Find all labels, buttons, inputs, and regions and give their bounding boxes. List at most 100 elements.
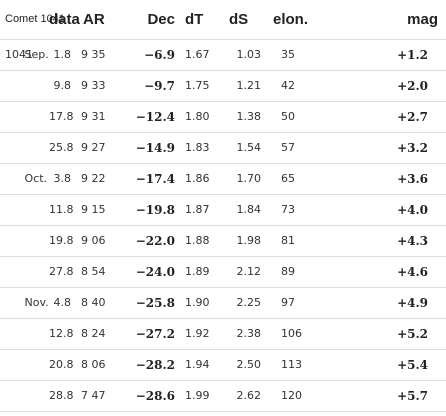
mag-cell: +1.2 — [397, 47, 428, 62]
day-cell: 9.8 — [53, 79, 72, 92]
dt-cell: 1.67 — [185, 48, 210, 61]
elon-cell: 113 — [281, 358, 302, 371]
dec-cell: −28.2 — [135, 357, 175, 372]
dec-cell: −24.0 — [135, 264, 175, 279]
elon-cell: 65 — [281, 172, 295, 185]
month-cell — [25, 101, 50, 132]
mag-cell: +4.0 — [397, 202, 428, 217]
ds-cell: 1.21 — [236, 79, 262, 92]
day-cell: 12.8 — [49, 327, 74, 340]
dec-cell: −6.9 — [144, 47, 175, 62]
year-cell — [0, 101, 25, 132]
dec-cell: −14.9 — [135, 140, 175, 155]
ar-cell: 9 06 — [81, 234, 106, 247]
mag-cell: +2.0 — [397, 78, 428, 93]
ds-cell: 1.98 — [236, 234, 262, 247]
mag-cell: +4.6 — [397, 264, 428, 279]
dec-cell: −22.0 — [135, 233, 175, 248]
elon-cell: 73 — [281, 203, 295, 216]
ds-cell: 1.84 — [236, 203, 262, 216]
month-cell: Sep. — [24, 48, 49, 61]
mag-cell: +3.6 — [397, 171, 428, 186]
year-cell — [0, 349, 25, 380]
year-cell — [0, 70, 25, 101]
table-row: 27.8 8 54 −24.0 1.89 2.12 89 +4.6 — [0, 256, 446, 287]
day-cell: 17.8 — [49, 110, 74, 123]
table-header-row: Comet 1041 data AR Dec dT dS elon. mag — [0, 0, 446, 39]
table-row: 19.8 9 06 −22.0 1.88 1.98 81 +4.3 — [0, 225, 446, 256]
mag-cell: +5.7 — [397, 388, 428, 403]
month-cell — [25, 256, 50, 287]
column-header-dt: dT — [185, 10, 204, 28]
dec-cell: −9.7 — [144, 78, 175, 93]
elon-cell: 42 — [281, 79, 295, 92]
dec-cell: −12.4 — [135, 109, 175, 124]
ar-cell: 9 27 — [81, 141, 106, 154]
ds-cell: 1.38 — [236, 110, 262, 123]
dec-cell: −25.8 — [135, 295, 175, 310]
table-row: 25.8 9 27 −14.9 1.83 1.54 57 +3.2 — [0, 132, 446, 163]
day-cell: 19.8 — [49, 234, 74, 247]
day-cell: 3.8 — [53, 172, 72, 185]
year-cell — [0, 256, 25, 287]
day-cell: 25.8 — [49, 141, 74, 154]
elon-cell: 57 — [281, 141, 295, 154]
ar-cell: 9 35 — [81, 48, 106, 61]
ds-cell: 1.70 — [236, 172, 262, 185]
ar-cell: 8 24 — [81, 327, 106, 340]
day-cell: 1.8 — [53, 48, 72, 61]
ds-cell: 2.62 — [236, 389, 262, 402]
table-row: 20.8 8 06 −28.2 1.94 2.50 113 +5.4 — [0, 349, 446, 380]
ar-cell: 9 22 — [81, 172, 106, 185]
elon-cell: 81 — [281, 234, 295, 247]
ds-cell: 1.54 — [236, 141, 262, 154]
ar-cell: 8 40 — [81, 296, 106, 309]
dt-cell: 1.89 — [185, 265, 210, 278]
dec-cell: −19.8 — [135, 202, 175, 217]
month-cell — [25, 70, 50, 101]
mag-cell: +5.4 — [397, 357, 428, 372]
year-cell — [0, 318, 25, 349]
column-header-mag: mag — [407, 10, 438, 28]
day-cell: 4.8 — [53, 296, 72, 309]
year-cell — [0, 132, 25, 163]
dec-cell: −28.6 — [135, 388, 175, 403]
year-cell — [0, 163, 25, 194]
table-row: 28.8 7 47 −28.6 1.99 2.62 120 +5.7 — [0, 380, 446, 411]
day-cell: 28.8 — [49, 389, 74, 402]
column-header-data: data — [49, 10, 80, 28]
month-cell — [25, 194, 50, 225]
month-cell — [25, 318, 50, 349]
month-cell — [25, 380, 50, 411]
ds-cell: 2.12 — [236, 265, 262, 278]
day-cell: 11.8 — [49, 203, 74, 216]
dec-cell: −17.4 — [135, 171, 175, 186]
table-row: 17.8 9 31 −12.4 1.80 1.38 50 +2.7 — [0, 101, 446, 132]
column-header-elon: elon. — [273, 10, 309, 28]
year-cell — [0, 194, 25, 225]
table-row: 1041 Sep. 1.8 9 35 −6.9 1.67 1.03 35 +1.2 — [0, 39, 446, 70]
year-cell — [0, 225, 25, 256]
elon-cell: 50 — [281, 110, 295, 123]
ds-cell: 1.03 — [236, 48, 262, 61]
year-cell — [0, 287, 25, 318]
month-cell: Nov. — [24, 296, 49, 309]
month-cell: Oct. — [24, 172, 48, 185]
mag-cell: +4.9 — [397, 295, 428, 310]
dt-cell: 1.80 — [185, 110, 210, 123]
dt-cell: 1.99 — [185, 389, 210, 402]
table-row: 9.8 9 33 −9.7 1.75 1.21 42 +2.0 — [0, 70, 446, 101]
table-row: 11.8 9 15 −19.8 1.87 1.84 73 +4.0 — [0, 194, 446, 225]
day-cell: 27.8 — [49, 265, 74, 278]
elon-cell: 106 — [281, 327, 302, 340]
year-cell: 1041 — [5, 48, 33, 61]
table-row: 12.8 8 24 −27.2 1.92 2.38 106 +5.2 — [0, 318, 446, 349]
ds-cell: 2.50 — [236, 358, 262, 371]
mag-cell: +4.3 — [397, 233, 428, 248]
column-header-dec: Dec — [147, 10, 175, 28]
dt-cell: 1.92 — [185, 327, 210, 340]
dt-cell: 1.75 — [185, 79, 210, 92]
dt-cell: 1.83 — [185, 141, 210, 154]
month-cell — [25, 132, 50, 163]
